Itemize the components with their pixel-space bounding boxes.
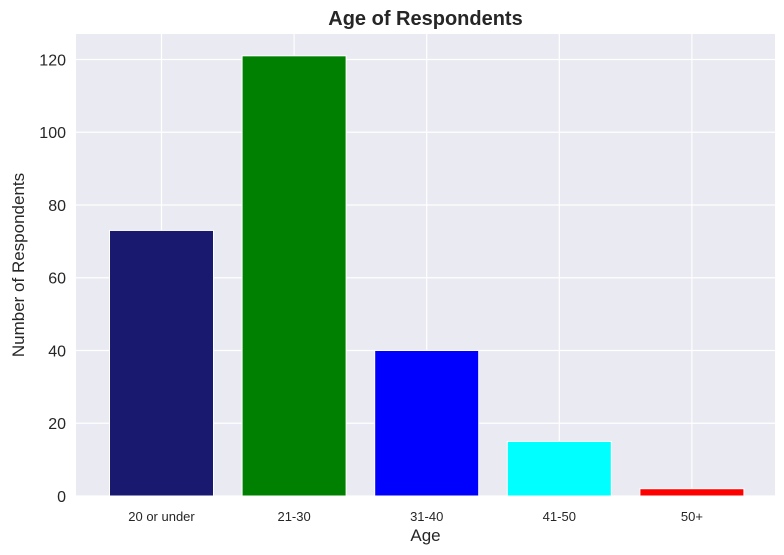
bar-20-or-under (109, 229, 214, 497)
bar-50- (639, 488, 745, 497)
x-tick-label: 41-50 (543, 509, 576, 524)
y-tick-label: 120 (39, 52, 66, 69)
y-tick-label: 0 (57, 489, 66, 506)
y-axis-ticks: 0 20 40 60 80 100 120 (39, 52, 66, 506)
y-tick-label: 80 (48, 198, 66, 215)
y-tick-label: 60 (48, 271, 66, 288)
bar-31-40 (374, 349, 480, 497)
chart-title: Age of Respondents (328, 8, 522, 30)
bar-41-50 (506, 440, 612, 497)
y-axis-label: Number of Respondents (9, 173, 28, 357)
x-tick-label: 21-30 (277, 509, 310, 524)
x-axis-label: Age (410, 526, 440, 545)
bars (109, 55, 745, 497)
x-tick-label: 31-40 (410, 509, 443, 524)
bar-21-30 (241, 55, 347, 497)
y-tick-label: 100 (39, 125, 66, 142)
x-tick-label: 50+ (681, 509, 703, 524)
x-tick-label: 20 or under (128, 509, 195, 524)
x-axis-ticks: 20 or under 21-30 31-40 41-50 50+ (128, 509, 703, 524)
y-tick-label: 40 (48, 343, 66, 360)
y-tick-label: 20 (48, 416, 66, 433)
